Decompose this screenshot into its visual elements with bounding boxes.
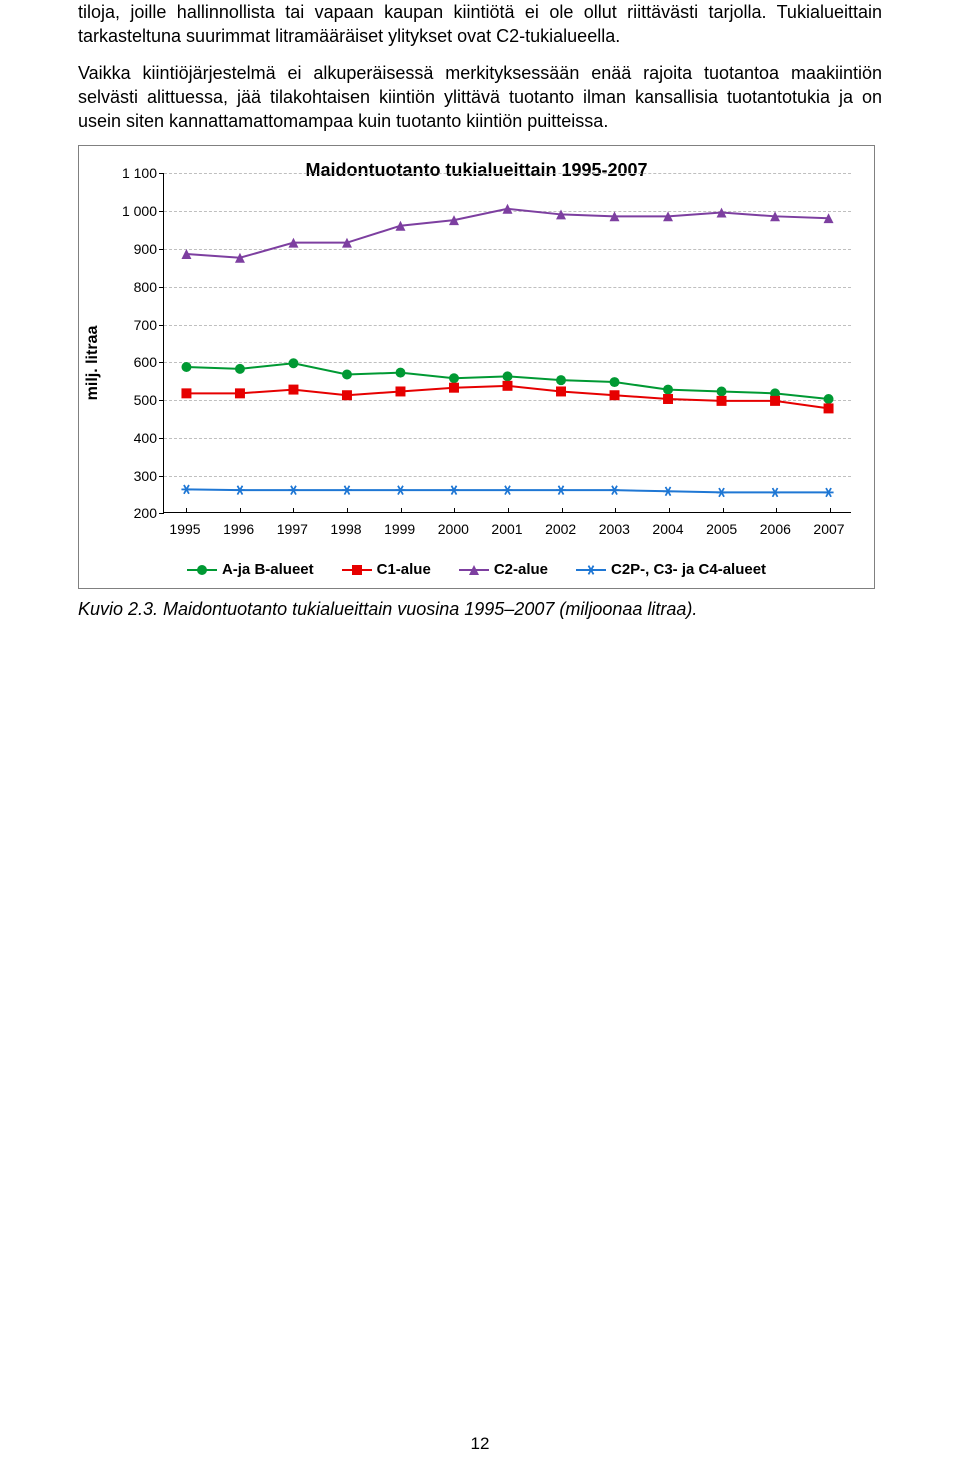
ytick-label: 1 100 <box>117 165 157 181</box>
star-icon <box>576 563 606 577</box>
y-axis-label: milj. litraa <box>84 326 102 401</box>
series-c2p-c3-ja-c4-alueet <box>164 173 851 512</box>
xtick-label: 1997 <box>277 521 308 537</box>
legend-swatch <box>459 563 489 577</box>
xtick-label: 2002 <box>545 521 576 537</box>
ytick-label: 1 000 <box>117 203 157 219</box>
y-ticks: 2003004005006007008009001 0001 100 <box>117 173 157 513</box>
square-icon <box>342 563 372 577</box>
xtick-label: 2007 <box>813 521 844 537</box>
xtick-label: 2003 <box>599 521 630 537</box>
circle-icon <box>187 563 217 577</box>
ytick-label: 400 <box>117 430 157 446</box>
xtick-label: 1998 <box>330 521 361 537</box>
xtick-label: 2005 <box>706 521 737 537</box>
legend-item: A-ja B-alueet <box>187 561 314 578</box>
ytick-label: 600 <box>117 354 157 370</box>
xtick-label: 1999 <box>384 521 415 537</box>
paragraph-2: Vaikka kiintiöjärjestelmä ei alkuperäise… <box>78 61 882 134</box>
paragraph-1: tiloja, joille hallinnollista tai vapaan… <box>78 0 882 49</box>
xtick-label: 2000 <box>438 521 469 537</box>
plot-area <box>163 173 851 513</box>
legend-swatch <box>342 563 372 577</box>
legend-label: A-ja B-alueet <box>222 561 314 578</box>
ytick-label: 200 <box>117 505 157 521</box>
chart-area: milj. litraa 2003004005006007008009001 0… <box>97 173 857 553</box>
page-number: 12 <box>0 1434 960 1454</box>
ytick-label: 300 <box>117 468 157 484</box>
xtick-label: 1996 <box>223 521 254 537</box>
ytick-label: 900 <box>117 241 157 257</box>
ytick-label: 700 <box>117 317 157 333</box>
legend-label: C2-alue <box>494 561 548 578</box>
legend-item: C2P-, C3- ja C4-alueet <box>576 561 766 578</box>
ytick-mark <box>159 513 164 514</box>
triangle-icon <box>459 563 489 577</box>
page: tiloja, joille hallinnollista tai vapaan… <box>0 0 960 1482</box>
legend-item: C2-alue <box>459 561 548 578</box>
x-ticks: 1995 1996 1997 1998 1999 2000 2001 2002 2003 2004… <box>163 521 851 545</box>
ytick-label: 500 <box>117 392 157 408</box>
ytick-label: 800 <box>117 279 157 295</box>
legend-label: C1-alue <box>377 561 431 578</box>
legend-item: C1-alue <box>342 561 431 578</box>
xtick-label: 1995 <box>169 521 200 537</box>
xtick-label: 2006 <box>760 521 791 537</box>
legend-label: C2P-, C3- ja C4-alueet <box>611 561 766 578</box>
xtick-label: 2004 <box>652 521 683 537</box>
chart-frame: Maidontuotanto tukialueittain 1995-2007 … <box>78 145 875 589</box>
legend: A-ja B-alueet C1-alue C2-alue C2P-, C3- ja … <box>97 561 856 578</box>
legend-swatch <box>187 563 217 577</box>
legend-swatch <box>576 563 606 577</box>
xtick-label: 2001 <box>491 521 522 537</box>
figure-caption: Kuvio 2.3. Maidontuotanto tukialueittain… <box>78 599 882 620</box>
